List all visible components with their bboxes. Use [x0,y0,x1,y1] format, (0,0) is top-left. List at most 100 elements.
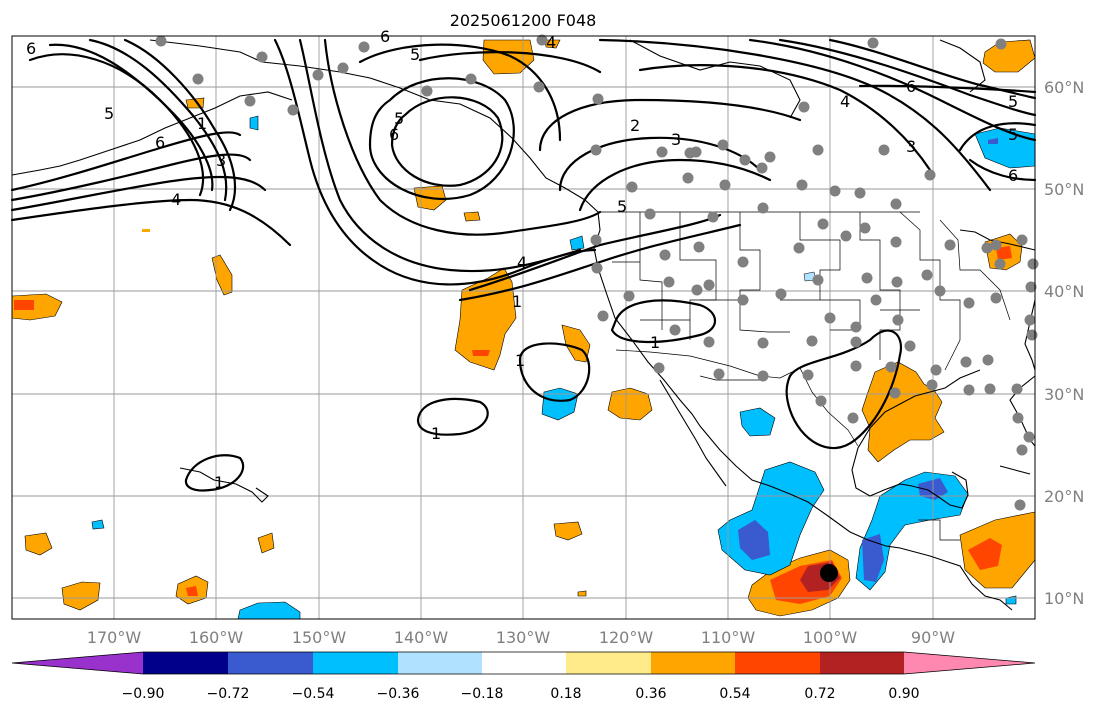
station-marker [798,101,810,113]
station-marker [990,239,1002,251]
station-marker [533,81,545,93]
contour-label: 1 [197,114,207,133]
contour-label-group: 6 5 6 4 3 1 6 5 6 5 4 2 3 5 4 1 1 1 1 1 … [26,27,1018,492]
contour-label: 5 [617,197,627,216]
station-marker [850,360,862,372]
station-marker [817,218,829,230]
colorbar-tick-label: 0.54 [719,686,750,702]
station-marker [656,146,668,158]
station-marker [861,272,873,284]
contour-label: 3 [216,151,226,170]
lon-label: 130°W [496,628,551,647]
station-marker [590,234,602,246]
station-marker [465,73,477,85]
station-marker [984,383,996,395]
station-marker [691,284,703,296]
lon-label: 110°W [701,628,756,647]
lon-label: 140°W [394,628,449,647]
station-marker [812,144,824,156]
colorbar-segment [313,652,398,674]
station-marker [990,292,1002,304]
lon-label: 170°W [87,628,142,647]
station-marker [358,41,370,53]
contour-label: 4 [517,253,527,272]
contour-label: 4 [546,33,556,52]
station-marker [1016,234,1028,246]
station-marker [536,34,548,46]
station-marker [981,242,993,254]
contour-label: 5 [1008,125,1018,144]
station-marker [847,412,859,424]
station-marker [854,187,866,199]
station-marker [963,384,975,396]
station-marker [930,364,942,376]
station-marker [737,294,749,306]
contour-label: 5 [1008,92,1018,111]
colorbar-segment [820,652,904,674]
figure-title: 2025061200 F048 [450,11,597,30]
station-marker [1014,499,1026,511]
colorbar-tick-label: −0.72 [207,686,250,702]
station-marker [870,294,882,306]
colorbar: −0.90 −0.72 −0.54 −0.36 −0.18 0.18 0.36 … [11,651,1036,702]
station-marker [1016,444,1028,456]
colorbar-tick-label: −0.90 [122,686,165,702]
station-marker [756,162,768,174]
station-marker [703,336,715,348]
station-marker [859,222,871,234]
station-marker [890,198,902,210]
contour-label: 1 [512,292,522,311]
station-marker [944,239,956,251]
station-marker [244,95,256,107]
station-marker [891,276,903,288]
station-marker [764,151,776,163]
station-marker [924,169,936,181]
contour-label: 5 [394,109,404,128]
colorbar-outline [11,651,1036,675]
contour-label: 3 [906,137,916,156]
colorbar-labels: −0.90 −0.72 −0.54 −0.36 −0.18 0.18 0.36 … [122,686,920,702]
colorbar-tick-label: −0.18 [461,686,504,702]
station-marker [815,395,827,407]
station-marker [850,336,862,348]
station-marker [878,144,890,156]
colorbar-segment [228,652,313,674]
negative-anomaly-shading [91,115,1036,620]
station-marker [796,179,808,191]
colorbar-segments [11,651,1036,675]
station-marker [592,93,604,105]
station-marker [885,361,897,373]
station-marker [960,356,972,368]
contour-label: 5 [104,104,114,123]
latitude-labels: 10°N 20°N 30°N 40°N 50°N 60°N [1044,78,1084,608]
coastlines [11,39,1036,611]
station-marker [793,242,805,254]
colorbar-segment [398,652,482,674]
contour-label: 6 [389,125,399,144]
longitude-labels: 170°W 160°W 150°W 140°W 130°W 120°W 110°… [87,628,955,647]
station-marker [802,369,814,381]
station-marker [703,279,715,291]
station-marker [824,312,836,324]
contour-label: 5 [410,45,420,64]
lat-label: 50°N [1044,180,1084,199]
station-marker [626,181,638,193]
colorbar-segment [12,652,143,674]
station-marker [840,230,852,242]
station-marker [850,321,862,333]
colorbar-tick-label: 0.72 [804,686,835,702]
contour-label: 1 [214,473,224,492]
station-marker [775,288,787,300]
station-marker [287,104,299,116]
station-marker [926,379,938,391]
station-marker [1024,314,1036,326]
gridlines [12,36,1035,619]
station-marker [757,337,769,349]
contour-label: 1 [650,333,660,352]
station-marker [623,290,635,302]
station-marker [963,297,975,309]
station-marker [889,387,901,399]
colorbar-segment [143,652,228,674]
station-marker [719,179,731,191]
